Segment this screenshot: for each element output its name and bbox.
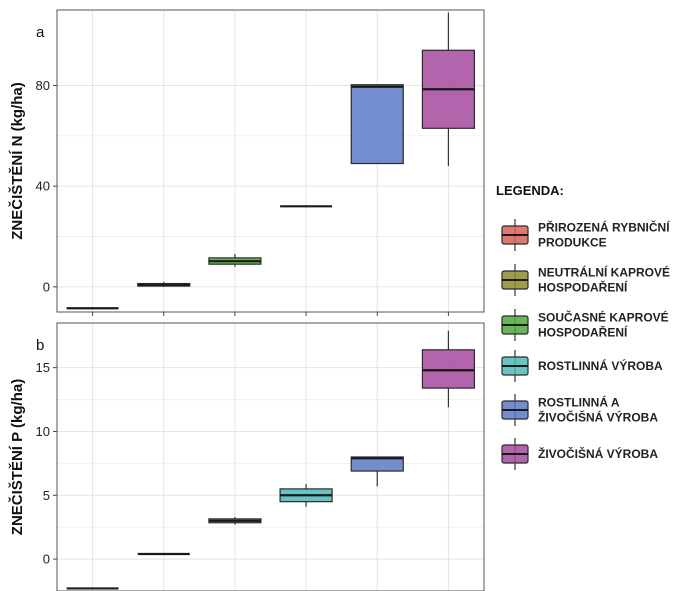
panel-border: [56, 322, 485, 591]
legend-label: ROSTLINNÁ A: [538, 395, 620, 410]
box-5: [350, 84, 404, 165]
y-axis-label: ZNEČIŠTĚNÍ N (kg/ha): [8, 82, 26, 240]
panel-b: 0 5 10 15 b ZNEČIŠTĚNÍ P (kg/ha): [8, 322, 485, 591]
box-3: [208, 254, 262, 267]
y-tick-label: 40: [36, 179, 50, 194]
legend-item: ROSTLINNÁ VÝROBA: [501, 350, 663, 382]
legend-label: PŘIROZENÁ RYBNIČNÍ: [538, 220, 670, 235]
y-tick-label: 5: [43, 488, 50, 503]
plot-area: [57, 323, 484, 591]
box-6: [421, 12, 476, 167]
y-tick-label: 10: [36, 424, 50, 439]
panel-border: [56, 9, 485, 313]
legend-label: ROSTLINNÁ VÝROBA: [538, 358, 663, 373]
y-axis-label: ZNEČIŠTĚNÍ P (kg/ha): [8, 379, 26, 535]
panel-a: 0 40 80 a ZNEČIŠTĚNÍ N (kg/ha): [8, 9, 485, 316]
legend-label: ŽIVOČIŠNÁ VÝROBA: [538, 410, 658, 425]
legend-label: HOSPODAŘENÍ: [538, 280, 628, 295]
legend-label: PRODUKCE: [538, 236, 607, 250]
y-tick-label: 0: [43, 552, 50, 567]
box-body: [350, 84, 404, 165]
legend-label: HOSPODAŘENÍ: [538, 325, 628, 340]
box-body: [350, 456, 404, 472]
legend-title: LEGENDA:: [496, 183, 564, 198]
box-body: [421, 349, 476, 389]
plot-area: [57, 10, 484, 312]
box-5: [350, 456, 404, 487]
legend-label: ŽIVOČIŠNÁ VÝROBA: [538, 446, 658, 461]
y-tick-label: 15: [36, 360, 50, 375]
legend-label: NEUTRÁLNÍ KAPROVÉ: [538, 265, 670, 280]
box-4: [279, 483, 333, 507]
box-3: [208, 516, 262, 525]
legend-label: SOUČASNÉ KAPROVÉ: [538, 310, 669, 325]
box-6: [421, 330, 476, 408]
legend-item: ŽIVOČIŠNÁ VÝROBA: [501, 438, 658, 470]
box-2: [137, 281, 191, 287]
y-tick-label: 80: [36, 78, 50, 93]
y-tick-label: 0: [43, 279, 50, 294]
panel-label: b: [36, 337, 44, 354]
panel-label: a: [36, 24, 45, 41]
